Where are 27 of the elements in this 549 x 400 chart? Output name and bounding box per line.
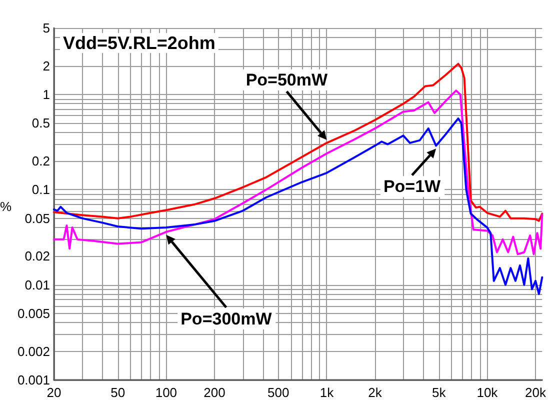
x-tick-label: 100	[155, 385, 178, 400]
y-tick-label: 0.001	[17, 372, 50, 388]
y-tick-label: 0.2	[32, 154, 50, 169]
y-tick-label: 0.5	[32, 116, 50, 131]
x-tick-label: 500	[268, 385, 290, 400]
y-axis-title: %	[0, 199, 12, 214]
y-tick-label: 0.1	[32, 182, 50, 198]
y-tick-label: 1	[42, 87, 50, 102]
x-tick-label: 1k	[320, 385, 334, 400]
annotation: Vdd=5V.RL=2ohm	[63, 33, 216, 53]
y-tick-label: 0.005	[17, 306, 50, 321]
text: Po=50mW	[246, 70, 329, 90]
text: Po=300mW	[180, 309, 273, 328]
x-tick-label: 200	[204, 385, 226, 400]
y-tick-label: 0.02	[24, 248, 50, 264]
series-label: Po=1W	[383, 177, 442, 196]
x-tick-label: 5k	[432, 385, 446, 400]
x-tick-label: 20	[46, 385, 62, 400]
y-tick-label: 2	[42, 58, 50, 74]
y-tick-label: 0.05	[24, 210, 50, 226]
x-tick-label: 10k	[476, 385, 498, 400]
x-tick-label: 20k	[525, 385, 546, 400]
y-tick-label: 0.01	[24, 277, 50, 292]
y-tick-label: 0.002	[17, 344, 50, 359]
y-tick-label: 5	[42, 20, 50, 36]
x-tick-label: 2k	[368, 385, 382, 400]
x-tick-label: 50	[110, 385, 126, 400]
